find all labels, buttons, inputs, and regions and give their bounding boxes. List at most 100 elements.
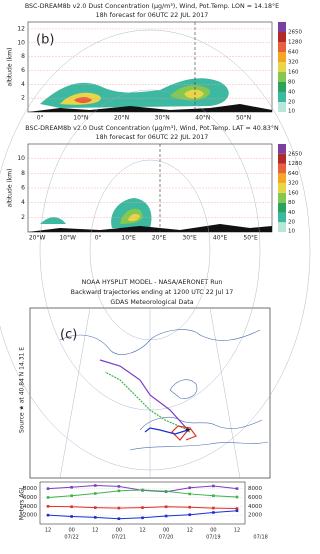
trajectory-point — [164, 489, 168, 493]
y-tick-label: 4000 — [23, 504, 37, 510]
y-tick-label: 6 — [21, 67, 25, 74]
colorbar-label: 80 — [288, 200, 295, 206]
y-tick-label: 8000 — [23, 486, 37, 492]
y-tick-label: 10 — [17, 39, 25, 46]
x-tick-label: 10°N — [73, 115, 88, 122]
colorbar-label: 40 — [288, 210, 295, 216]
trajectory-point — [46, 496, 50, 499]
y-tick-label: 12 — [17, 25, 25, 32]
y-tick-label: 8000 — [248, 486, 262, 492]
x-tick-label: 0° — [37, 115, 44, 122]
trajectory-point — [117, 489, 121, 493]
source-star: ★ — [184, 426, 191, 435]
map-trajectories — [99, 359, 197, 441]
colorbar-swatch — [278, 202, 286, 213]
y-tick-label: 2 — [21, 214, 25, 221]
y-tick-label: 2 — [21, 95, 25, 102]
x-tick-label: 10°W — [59, 235, 76, 242]
trajectory-point — [46, 505, 50, 508]
panel-label: (b) — [36, 33, 54, 48]
x-tick-label: 30°E — [182, 235, 197, 242]
trajectory-point — [93, 516, 97, 519]
trajectory-point — [188, 486, 192, 490]
colorbar-swatch — [278, 173, 286, 184]
figure: BSC-DREAM8b v2.0 Dust Concentration (µg/… — [0, 2, 311, 541]
y-tick-label: 8 — [21, 53, 25, 60]
colorbar-swatch — [278, 212, 286, 223]
trajectory-point — [141, 516, 144, 520]
trajectory-point — [93, 484, 97, 487]
y-axis-label: altitude (km) — [7, 48, 14, 87]
x-tick-label: 40°E — [213, 235, 228, 242]
colorbar-label: 1280 — [288, 40, 302, 46]
y-tick-label: 2000 — [23, 513, 37, 519]
trajectory-point — [235, 507, 239, 510]
x-tick-label: 0° — [95, 235, 102, 242]
y-tick-label: 4 — [21, 81, 25, 88]
trajectory-point — [141, 506, 144, 509]
trajectory-point — [141, 488, 144, 492]
x-tick-label: 12 — [139, 528, 145, 534]
trajectory-point — [70, 486, 73, 489]
trajectory-point — [117, 485, 121, 488]
x-tick-label: 12 — [45, 528, 51, 534]
x-date-label: 07/18 — [253, 535, 267, 541]
x-tick-label: 00 — [116, 528, 122, 534]
trajectory-point — [188, 492, 192, 496]
x-date-label: 07/20 — [159, 535, 173, 541]
colorbar-label: 160 — [288, 70, 299, 76]
colorbar-swatch — [278, 32, 286, 42]
colorbar-label: 2650 — [288, 30, 302, 36]
trajectory-point — [70, 515, 73, 518]
colorbar-swatch — [278, 62, 286, 72]
colorbar-label: 640 — [288, 50, 299, 56]
trajectory-point — [164, 505, 168, 509]
colorbar-label: 2650 — [288, 151, 302, 157]
panel-subtitle: 18h forecast for 06UTC 22 JUL 2017 — [96, 12, 209, 19]
colorbar-swatch — [278, 52, 286, 62]
x-date-label: 07/22 — [64, 535, 78, 541]
y-tick-label: 8 — [21, 170, 25, 177]
trajectory-point — [235, 487, 239, 490]
panel-title: BSC-DREAM8b v2.0 Dust Concentration (µg/… — [25, 124, 279, 132]
colorbar-label: 160 — [288, 190, 299, 196]
map-coastline — [59, 329, 269, 451]
map-subtitle: Backward trajectories ending at 1200 UTC… — [71, 289, 234, 296]
colorbar-swatch — [278, 42, 286, 52]
colorbar-label: 80 — [288, 80, 295, 86]
trajectory-point — [235, 509, 239, 513]
colorbar-label: 10 — [288, 109, 295, 115]
x-date-label: 07/21 — [112, 535, 126, 541]
panel-title: BSC-DREAM8b v2.0 Dust Concentration (µg/… — [25, 2, 279, 10]
trajectory-point — [212, 511, 215, 514]
trajectory-point — [212, 506, 215, 510]
x-tick-label: 10°E — [121, 235, 136, 242]
trajectory-point — [46, 513, 50, 517]
y-tick-label: 4 — [21, 199, 25, 206]
colorbar-label: 20 — [288, 220, 295, 226]
y-tick-label: 10 — [17, 155, 25, 162]
x-tick-label: 20°E — [152, 235, 167, 242]
colorbar-swatch — [278, 153, 286, 164]
y-axis-label: altitude (km) — [7, 169, 14, 208]
x-date-label: 07/19 — [206, 535, 220, 541]
colorbar-label: 40 — [288, 90, 295, 96]
x-tick-label: 20°N — [114, 115, 129, 122]
dust-field — [28, 78, 272, 112]
trajectory-point — [70, 494, 73, 498]
trajectory-point — [46, 487, 50, 490]
trajectory-point — [188, 513, 192, 517]
colorbar-swatch — [278, 22, 286, 32]
trajectory-point — [235, 495, 239, 499]
y-tick-label: 6000 — [23, 495, 37, 501]
dust-field — [28, 198, 272, 232]
trajectory-point — [188, 505, 192, 509]
colorbar-label: 640 — [288, 171, 299, 177]
source-label: Source ★ at 40.84 N 14.31 E — [19, 347, 26, 433]
y-tick-label: 4000 — [248, 504, 262, 510]
colorbar-label: 10 — [288, 229, 295, 235]
colorbar-swatch — [278, 192, 286, 203]
y-axis-label: Meters AGL — [19, 485, 26, 520]
trajectory-point — [117, 506, 121, 510]
panel-subtitle: 18h forecast for 06UTC 22 JUL 2017 — [96, 134, 209, 141]
